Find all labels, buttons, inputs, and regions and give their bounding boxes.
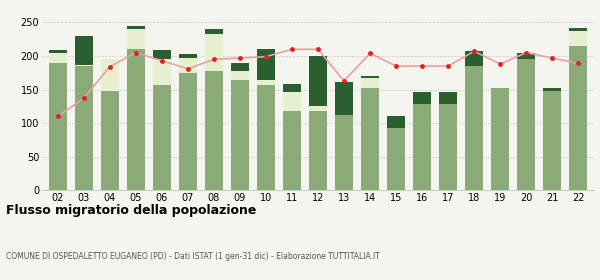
Text: COMUNE DI OSPEDALETTO EUGANEO (PD) - Dati ISTAT (1 gen-31 dic) - Elaborazione TU: COMUNE DI OSPEDALETTO EUGANEO (PD) - Dat… bbox=[6, 252, 380, 261]
Bar bbox=[231, 71, 249, 80]
Bar bbox=[231, 80, 249, 190]
Bar bbox=[335, 115, 353, 190]
Bar bbox=[439, 92, 457, 104]
Bar bbox=[465, 66, 484, 190]
Bar bbox=[309, 111, 327, 190]
Bar bbox=[49, 53, 67, 63]
Bar bbox=[179, 73, 197, 190]
Bar bbox=[361, 78, 379, 88]
Bar bbox=[439, 104, 457, 190]
Bar bbox=[152, 85, 171, 190]
Bar bbox=[387, 116, 405, 128]
Bar bbox=[127, 26, 145, 29]
Bar bbox=[74, 36, 93, 65]
Bar bbox=[257, 49, 275, 80]
Bar bbox=[127, 29, 145, 49]
Bar bbox=[517, 59, 535, 190]
Bar bbox=[205, 34, 223, 71]
Bar bbox=[413, 92, 431, 104]
Bar bbox=[257, 85, 275, 190]
Bar bbox=[361, 88, 379, 190]
Text: Flusso migratorio della popolazione: Flusso migratorio della popolazione bbox=[6, 204, 256, 217]
Bar bbox=[101, 59, 119, 91]
Bar bbox=[257, 80, 275, 85]
Bar bbox=[543, 88, 562, 91]
Bar bbox=[569, 46, 587, 190]
Bar bbox=[179, 58, 197, 73]
Bar bbox=[309, 106, 327, 111]
Bar bbox=[49, 63, 67, 190]
Bar bbox=[231, 63, 249, 71]
Bar bbox=[569, 29, 587, 31]
Bar bbox=[49, 50, 67, 53]
Bar bbox=[152, 59, 171, 85]
Bar bbox=[205, 29, 223, 34]
Bar bbox=[335, 81, 353, 115]
Bar bbox=[101, 91, 119, 190]
Bar bbox=[569, 31, 587, 46]
Bar bbox=[491, 88, 509, 190]
Bar bbox=[127, 49, 145, 190]
Bar bbox=[283, 92, 301, 111]
Bar bbox=[283, 111, 301, 190]
Bar bbox=[74, 65, 93, 66]
Bar bbox=[74, 66, 93, 190]
Bar bbox=[283, 84, 301, 92]
Bar bbox=[387, 128, 405, 190]
Bar bbox=[517, 53, 535, 59]
Bar bbox=[413, 104, 431, 190]
Bar bbox=[361, 76, 379, 78]
Bar bbox=[309, 56, 327, 106]
Bar bbox=[465, 51, 484, 66]
Bar bbox=[205, 71, 223, 190]
Bar bbox=[152, 50, 171, 59]
Bar bbox=[543, 91, 562, 190]
Bar bbox=[179, 54, 197, 58]
